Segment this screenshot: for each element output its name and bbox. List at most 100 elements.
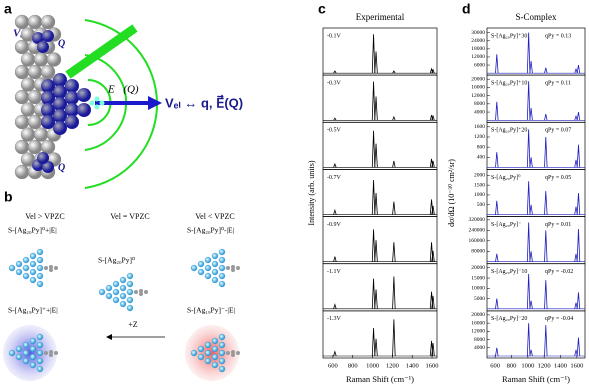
molecule-atom xyxy=(49,350,53,354)
cluster-atom xyxy=(211,337,219,345)
y-tick-label: 1500 xyxy=(474,182,485,188)
cluster-atom xyxy=(29,353,37,361)
cluster-atom xyxy=(218,365,226,373)
peak xyxy=(431,343,435,357)
cluster-atom xyxy=(22,341,30,349)
cluster-atom xyxy=(36,333,44,341)
cluster-atom xyxy=(36,365,44,373)
subplot-label: -0.1V xyxy=(327,33,341,39)
peak xyxy=(495,200,499,215)
cluster-atom xyxy=(211,252,219,260)
cluster-atom xyxy=(204,256,212,264)
surface-atom xyxy=(40,64,56,80)
y-tick-label: 20000 xyxy=(471,265,485,271)
molecule-atom xyxy=(49,353,53,357)
surface-atom xyxy=(27,14,43,30)
y-tick-label: 1200 xyxy=(474,134,485,140)
peak xyxy=(526,32,531,74)
peak xyxy=(392,70,396,74)
cluster-atom xyxy=(36,256,44,264)
cluster-atom xyxy=(119,292,127,300)
surface-atom xyxy=(27,89,43,105)
cluster-atom xyxy=(197,268,205,276)
cluster-atom xyxy=(218,248,226,256)
surface-atom xyxy=(40,139,56,155)
peak xyxy=(529,204,533,215)
peak xyxy=(526,181,531,215)
cluster-atom xyxy=(105,284,113,292)
cluster-atom xyxy=(218,256,226,264)
peak xyxy=(576,292,581,309)
molecule-atom xyxy=(89,100,95,106)
x-tick-label: 1000 xyxy=(521,362,534,369)
cluster-atom xyxy=(36,264,44,272)
surface-atom xyxy=(27,139,43,155)
panel-title: S-Complex xyxy=(515,12,557,22)
subplot-label: S-[Ag₂₀Py]⁻20 xyxy=(491,316,527,322)
subplot-label: S-[Ag₂₀Py]⁰ xyxy=(491,174,521,181)
cluster-atom xyxy=(15,268,23,276)
cluster-atom xyxy=(65,91,79,105)
q-label: qPy = 0.05 xyxy=(545,175,571,181)
cluster-atom xyxy=(119,284,127,292)
cluster-atom xyxy=(42,161,54,173)
cluster-atom xyxy=(15,353,23,361)
peak xyxy=(526,81,531,121)
subplot-label: -1.1V xyxy=(327,269,341,275)
peak xyxy=(574,67,578,74)
surface-atom xyxy=(14,164,30,180)
field-label: E⃗(Q) xyxy=(107,84,139,96)
cluster-atom xyxy=(41,103,55,117)
y-tick-label: 4000 xyxy=(474,109,485,115)
cluster-atom xyxy=(36,357,44,365)
x-axis-label: Raman Shift (cm⁻¹) xyxy=(346,374,414,384)
cluster-atom xyxy=(218,264,226,272)
peak xyxy=(374,289,378,309)
cluster-atom xyxy=(112,280,120,288)
cluster-atom xyxy=(37,152,49,164)
peak xyxy=(371,180,376,215)
x-tick-label: 600 xyxy=(490,362,500,369)
cluster-atom xyxy=(197,345,205,353)
peak xyxy=(371,34,376,74)
cluster-atom xyxy=(211,268,219,276)
y-tick-label: 16000 xyxy=(471,85,485,91)
molecule-atom xyxy=(99,100,105,106)
cluster-label: S-[Ag₁₉Py]⁺+|E| xyxy=(8,306,58,315)
cluster-label: S-[Ag₁₉Py]⁻-|E| xyxy=(187,306,235,315)
cluster-atom xyxy=(119,276,127,284)
y-tick-label: 12000 xyxy=(471,54,485,60)
cluster-atom xyxy=(218,357,226,365)
cluster-atom xyxy=(190,264,198,272)
peak xyxy=(544,136,548,168)
arrow-head xyxy=(148,96,162,110)
cluster-atom xyxy=(190,349,198,357)
q-label: Q xyxy=(58,162,65,173)
peak xyxy=(574,159,578,168)
y-tick-label: 15000 xyxy=(471,275,485,281)
surface-atom xyxy=(20,127,36,142)
peak xyxy=(495,347,499,357)
surface-atom xyxy=(33,127,49,142)
x-tick-label: 1400 xyxy=(554,362,567,369)
surface-atom xyxy=(46,52,62,67)
cluster-label: S-[Ag₂₀Py]⁰+|E| xyxy=(8,226,57,235)
molecule-atom xyxy=(226,351,230,355)
cluster-atom xyxy=(22,272,30,280)
surface-atom xyxy=(14,89,30,105)
cluster-atom xyxy=(22,256,30,264)
peak xyxy=(374,240,378,262)
x-tick-label: 1200 xyxy=(386,362,399,369)
peak xyxy=(576,337,581,357)
peak xyxy=(529,107,533,121)
q-label: qPy = 0.01 xyxy=(545,222,571,228)
cluster-atom xyxy=(29,268,37,276)
molecule-atom xyxy=(231,353,235,357)
peak xyxy=(576,144,581,168)
peak xyxy=(392,115,396,121)
molecule-atom xyxy=(144,290,148,294)
y-tick-label: 4000 xyxy=(474,345,485,351)
cluster-atom xyxy=(15,345,23,353)
charge-halo xyxy=(3,325,57,381)
